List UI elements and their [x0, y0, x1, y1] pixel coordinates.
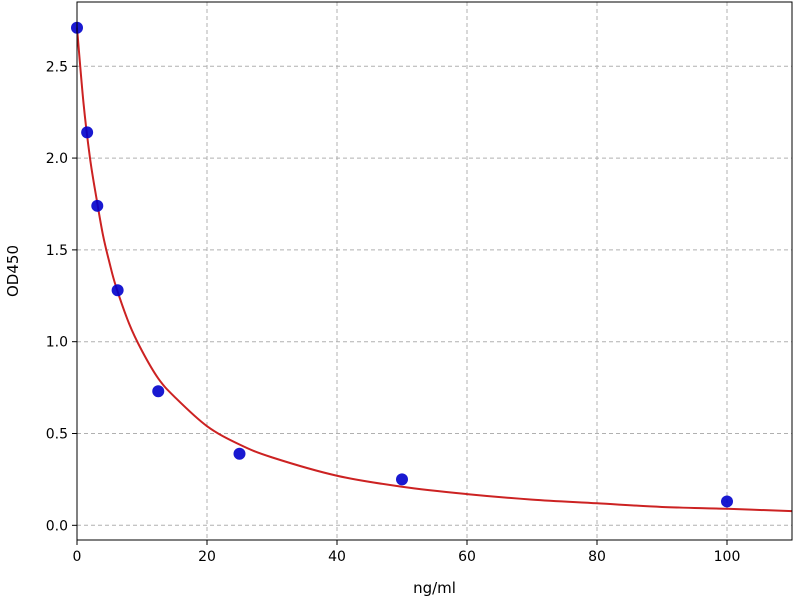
- y-tick-label: 0.0: [46, 518, 68, 534]
- y-tick-label: 1.0: [46, 335, 68, 351]
- data-point: [152, 385, 165, 398]
- curve-layer: [76, 27, 793, 513]
- x-axis-ticks: 0 20 40 60 80 100: [73, 540, 741, 565]
- fit-curve-line: [76, 27, 793, 513]
- y-tick-label: 2.5: [46, 59, 68, 75]
- y-axis-label: OD450: [4, 245, 22, 297]
- x-axis-label: ng/ml: [413, 579, 456, 597]
- data-point: [81, 126, 94, 139]
- x-tick-label: 20: [198, 549, 216, 565]
- y-tick-label: 2.0: [46, 151, 68, 167]
- grid-layer: [76, 2, 792, 540]
- x-tick-label: 80: [588, 549, 606, 565]
- x-tick-label: 100: [714, 549, 741, 565]
- plot-area: [77, 2, 792, 540]
- data-point: [233, 447, 246, 460]
- x-tick-label: 40: [328, 549, 346, 565]
- y-tick-label: 1.5: [46, 243, 68, 259]
- plot-frame: [76, 1, 793, 541]
- data-point: [91, 199, 104, 212]
- y-axis-ticks: 0.0 0.5 1.0 1.5 2.0 2.5: [46, 59, 77, 534]
- x-tick-label: 0: [73, 549, 82, 565]
- x-tick-label: 60: [458, 549, 476, 565]
- data-point: [111, 284, 124, 297]
- y-tick-label: 0.5: [46, 427, 68, 443]
- data-point: [396, 473, 408, 486]
- data-point: [721, 495, 733, 508]
